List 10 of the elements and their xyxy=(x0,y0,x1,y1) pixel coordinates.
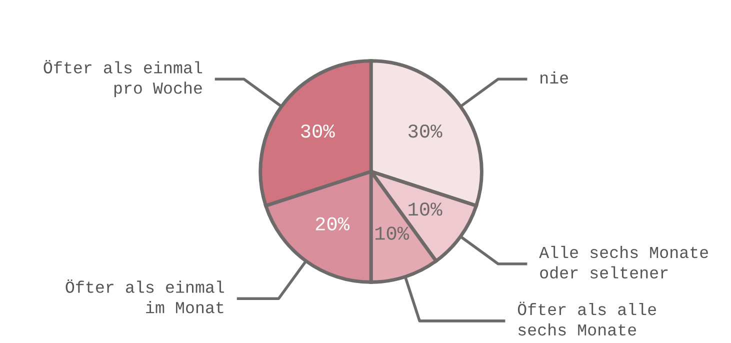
slice-label: Öfter als alle sechs Monate xyxy=(518,302,656,336)
slice-label: Öfter als einmal pro Woche xyxy=(44,60,202,98)
data-label: 10% xyxy=(375,226,410,240)
data-label: 30% xyxy=(301,124,335,138)
data-label: 10% xyxy=(408,202,442,216)
slice-label: Alle sechs Monate oder seltener xyxy=(539,246,708,279)
slice-label: nie xyxy=(540,71,568,84)
data-label: 20% xyxy=(316,217,350,230)
slice-label: Öfter als einmal im Monat xyxy=(66,279,224,314)
data-label: 30% xyxy=(408,124,442,138)
